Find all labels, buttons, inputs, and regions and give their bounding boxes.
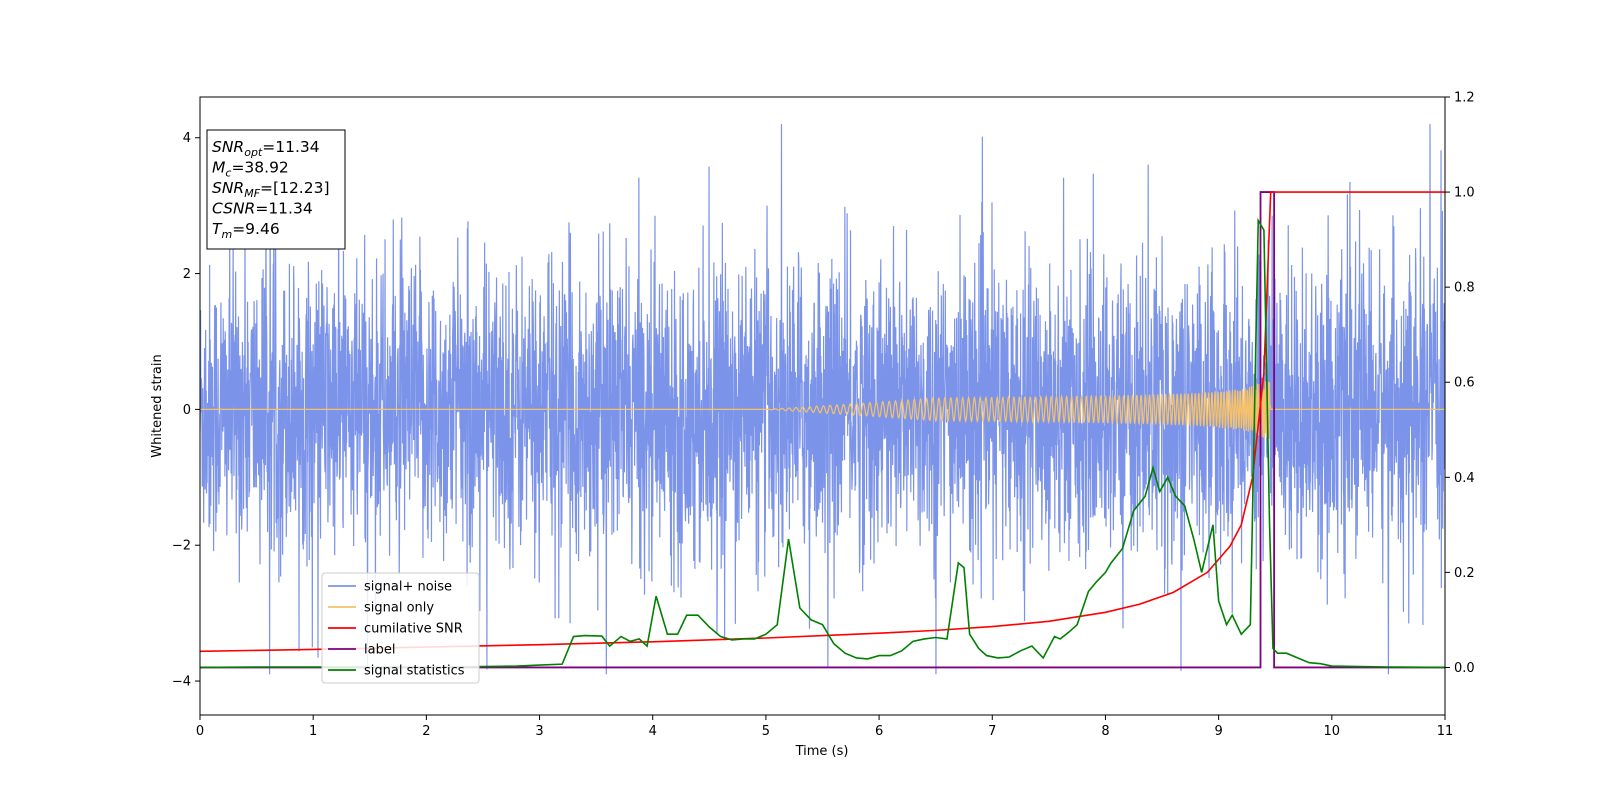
x-tick-label: 6 [875,724,883,739]
annotation-line: CSNR=11.34 [212,200,313,218]
series-cumilative-snr-line [200,191,1445,653]
y-left-tick-label: −4 [172,675,191,690]
legend-label: cumilative SNR [364,622,463,637]
x-tick-label: 10 [1324,724,1341,739]
legend-label: signal+ noise [364,580,452,595]
annotation-line: SNRMF=[12.23] [212,179,330,200]
series-signal-noise-line [200,124,1445,675]
legend-label: signal statistics [364,664,465,679]
y-left-tick-label: 2 [183,267,191,282]
legend-label: label [364,643,395,658]
x-tick-label: 0 [196,724,204,739]
x-tick-label: 1 [309,724,317,739]
legend-label: signal only [364,601,434,616]
y-right-tick-label: 0.2 [1454,566,1475,581]
x-axis: 0 1 2 3 4 5 6 7 8 9 10 11 [196,715,1453,739]
y-right-tick-label: 0.8 [1454,281,1475,296]
annotation-frame [206,129,346,250]
x-tick-label: 8 [1101,724,1109,739]
plot-area [200,124,1445,675]
y-right-tick-label: 0.4 [1454,471,1475,486]
x-tick-label: 4 [649,724,657,739]
y-left-tick-label: 0 [183,403,191,418]
axes-frame [199,96,1446,716]
legend-frame [321,572,480,684]
series-label-line [200,191,1445,669]
y-axis-left: −4 −2 0 2 4 [172,131,200,690]
x-tick-label: 3 [535,724,543,739]
y-left-tick-label: 4 [183,131,191,146]
series-signal-only-line [200,380,1445,439]
series-signal-statistics-line [200,217,1445,669]
y-right-tick-label: 1.0 [1454,186,1475,201]
annotation-box: SNRopt=11.34Mc=38.92SNRMF=[12.23]CSNR=11… [206,129,346,250]
x-tick-label: 2 [422,724,430,739]
y-right-tick-label: 1.2 [1454,91,1475,106]
y-right-tick-label: 0.6 [1454,376,1475,391]
y-right-tick-label: 0.0 [1454,661,1475,676]
x-axis-label: Time (s) [795,744,849,759]
annotation-line: Tm=9.46 [212,220,280,241]
y-left-tick-label: −2 [172,539,191,554]
legend: signal+ noise signal only cumilative SNR la… [321,572,480,684]
x-tick-label: 5 [762,724,770,739]
annotation-line: SNRopt=11.34 [212,138,320,159]
y-axis-right: 0.0 0.2 0.4 0.6 0.8 1.0 1.2 [1445,91,1475,676]
x-tick-label: 11 [1437,724,1454,739]
x-tick-label: 9 [1214,724,1222,739]
y-axis-label: Whitened strain [150,354,165,457]
x-tick-label: 7 [988,724,996,739]
annotation-line: Mc=38.92 [212,159,289,180]
